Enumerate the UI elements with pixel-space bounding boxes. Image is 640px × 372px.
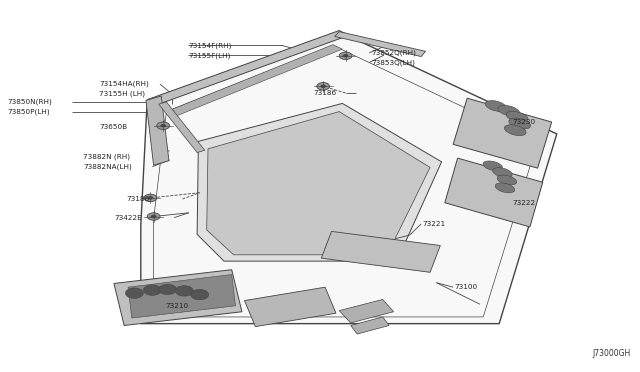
Text: 73155H (LH): 73155H (LH): [99, 90, 145, 97]
Text: 73154HA(RH): 73154HA(RH): [99, 81, 149, 87]
Ellipse shape: [497, 175, 516, 185]
Text: J73000GH: J73000GH: [592, 349, 630, 358]
Polygon shape: [146, 96, 169, 165]
Polygon shape: [339, 299, 394, 323]
Polygon shape: [321, 231, 440, 272]
Ellipse shape: [495, 183, 515, 193]
Circle shape: [160, 124, 166, 127]
Circle shape: [159, 284, 177, 295]
Ellipse shape: [485, 100, 507, 112]
Ellipse shape: [504, 125, 526, 136]
Polygon shape: [166, 45, 342, 116]
Text: 73186: 73186: [127, 196, 150, 202]
Circle shape: [321, 85, 326, 88]
Text: 73221: 73221: [422, 221, 445, 227]
Polygon shape: [147, 31, 349, 105]
Text: 73882NA(LH): 73882NA(LH): [83, 163, 132, 170]
Polygon shape: [244, 287, 336, 327]
Circle shape: [175, 286, 193, 296]
Circle shape: [125, 288, 143, 298]
Ellipse shape: [483, 161, 502, 171]
Circle shape: [157, 122, 170, 129]
Polygon shape: [141, 32, 557, 324]
Circle shape: [147, 196, 153, 199]
Polygon shape: [453, 98, 552, 168]
Polygon shape: [197, 103, 442, 261]
Text: 73853Q(LH): 73853Q(LH): [371, 59, 415, 66]
Text: 73230: 73230: [512, 119, 535, 125]
Text: 73154F(RH): 73154F(RH): [189, 42, 232, 49]
Polygon shape: [114, 270, 242, 326]
Text: 73210: 73210: [165, 303, 188, 309]
Text: 73155F(LH): 73155F(LH): [189, 52, 231, 59]
Polygon shape: [445, 158, 543, 227]
Polygon shape: [128, 275, 236, 318]
Text: 73882N (RH): 73882N (RH): [83, 154, 130, 160]
Text: 73852Q(RH): 73852Q(RH): [371, 49, 416, 56]
Circle shape: [317, 83, 330, 90]
Ellipse shape: [509, 118, 531, 129]
Polygon shape: [207, 112, 430, 255]
Text: 73186: 73186: [314, 90, 337, 96]
Text: 73422E: 73422E: [114, 215, 141, 221]
Text: 73850P(LH): 73850P(LH): [8, 108, 51, 115]
Circle shape: [144, 194, 157, 202]
Circle shape: [147, 213, 160, 220]
Ellipse shape: [498, 105, 520, 116]
Circle shape: [343, 54, 349, 58]
Circle shape: [339, 52, 352, 60]
Text: 73222: 73222: [512, 200, 535, 206]
Text: 73100: 73100: [454, 284, 477, 290]
Circle shape: [191, 289, 209, 300]
Text: 73650B: 73650B: [99, 124, 127, 130]
Circle shape: [151, 215, 156, 218]
Polygon shape: [159, 102, 205, 153]
Polygon shape: [351, 317, 389, 334]
Text: 73850N(RH): 73850N(RH): [8, 99, 52, 105]
Ellipse shape: [493, 168, 512, 177]
Ellipse shape: [506, 111, 528, 122]
Polygon shape: [335, 32, 426, 57]
Circle shape: [143, 285, 161, 295]
